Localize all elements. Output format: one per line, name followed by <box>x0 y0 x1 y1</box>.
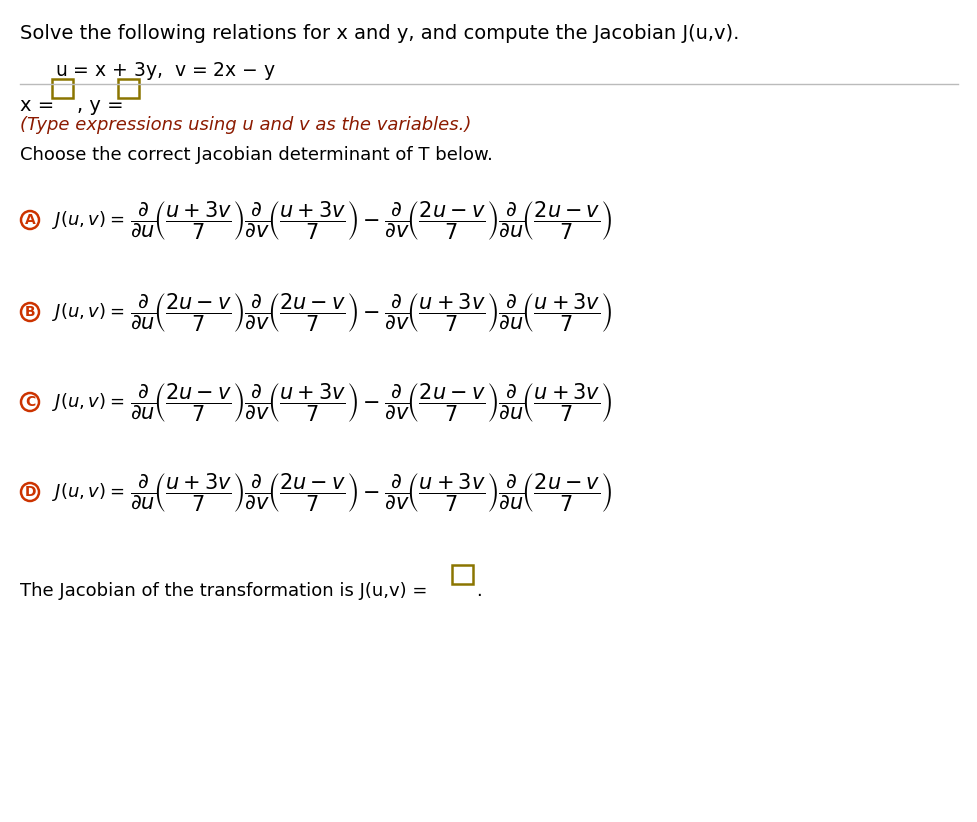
Text: $J(u,v) =$: $J(u,v) =$ <box>52 481 124 503</box>
Text: .: . <box>476 582 482 600</box>
Bar <box>118 79 139 98</box>
Text: C: C <box>24 395 35 409</box>
Text: $\dfrac{\partial}{\partial u}\!\left(\dfrac{2u-v}{7}\right)\dfrac{\partial}{\par: $\dfrac{\partial}{\partial u}\!\left(\df… <box>130 290 613 334</box>
Bar <box>52 79 73 98</box>
Text: $J(u,v) =$: $J(u,v) =$ <box>52 209 124 231</box>
Text: x =: x = <box>20 96 54 115</box>
Text: (Type expressions using u and v as the variables.): (Type expressions using u and v as the v… <box>20 116 471 134</box>
Text: $J(u,v) =$: $J(u,v) =$ <box>52 391 124 413</box>
Text: Solve the following relations for x and y, and compute the Jacobian J(u,v).: Solve the following relations for x and … <box>20 24 739 43</box>
Text: $\dfrac{\partial}{\partial u}\!\left(\dfrac{2u-v}{7}\right)\dfrac{\partial}{\par: $\dfrac{\partial}{\partial u}\!\left(\df… <box>130 381 613 423</box>
Text: D: D <box>24 485 36 499</box>
Text: B: B <box>24 305 35 319</box>
Text: $\dfrac{\partial}{\partial u}\!\left(\dfrac{u+3v}{7}\right)\dfrac{\partial}{\par: $\dfrac{\partial}{\partial u}\!\left(\df… <box>130 198 613 242</box>
Text: Choose the correct Jacobian determinant of T below.: Choose the correct Jacobian determinant … <box>20 146 492 164</box>
Text: $\dfrac{\partial}{\partial u}\!\left(\dfrac{u+3v}{7}\right)\dfrac{\partial}{\par: $\dfrac{\partial}{\partial u}\!\left(\df… <box>130 470 613 514</box>
Text: , y =: , y = <box>77 96 123 115</box>
Text: u = x + 3y,  v = 2x $-$ y: u = x + 3y, v = 2x $-$ y <box>55 60 276 82</box>
Text: The Jacobian of the transformation is J(u,v) =: The Jacobian of the transformation is J(… <box>20 582 427 600</box>
Text: $J(u,v) =$: $J(u,v) =$ <box>52 301 124 323</box>
Bar <box>451 565 473 584</box>
Text: A: A <box>24 213 35 227</box>
